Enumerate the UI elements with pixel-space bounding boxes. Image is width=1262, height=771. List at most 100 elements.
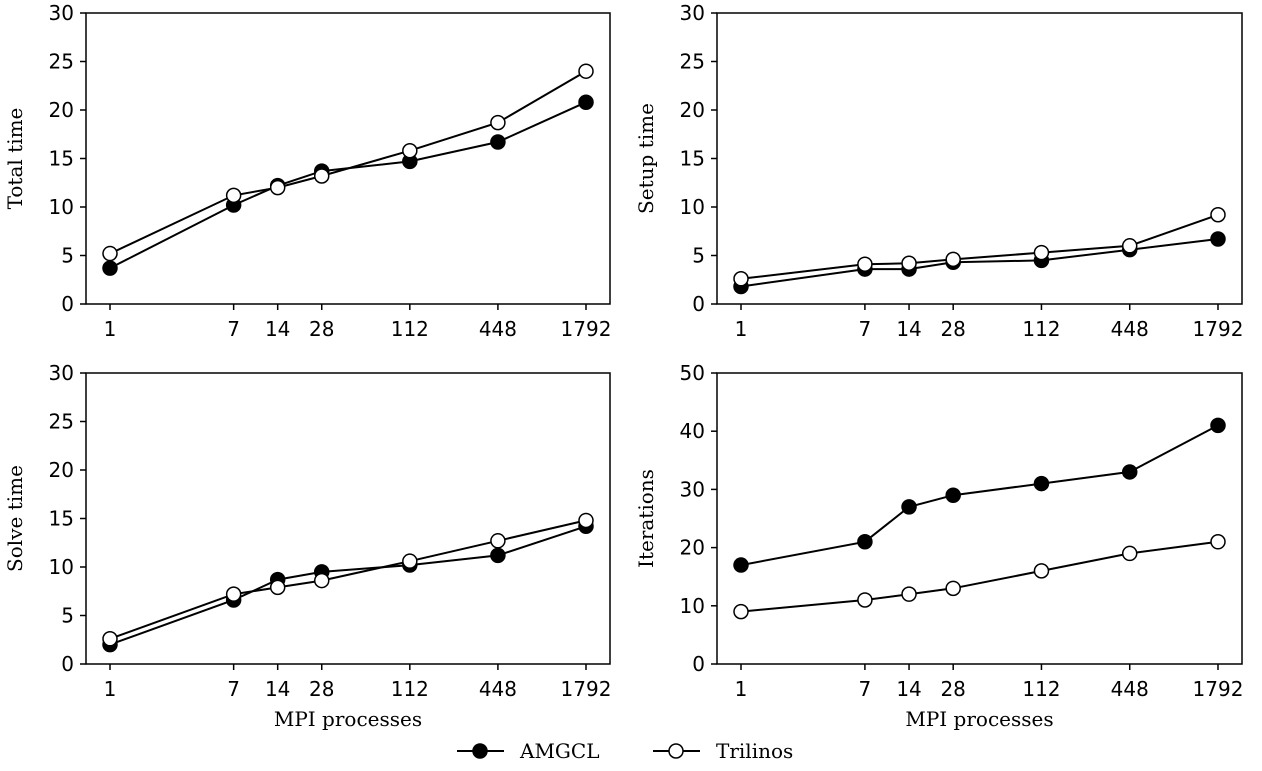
y-tick-label: 20 xyxy=(49,98,74,122)
x-tick-label: 28 xyxy=(309,317,334,341)
data-point-trilinos xyxy=(102,631,118,647)
data-point-amgcl xyxy=(102,260,118,276)
series-line-amgcl xyxy=(109,101,587,269)
data-point-trilinos xyxy=(1210,534,1226,550)
data-point-trilinos xyxy=(225,586,242,602)
data-point-trilinos xyxy=(901,586,917,602)
plot-frame xyxy=(716,12,1243,305)
y-tick-label: 25 xyxy=(49,410,74,434)
x-tick-label: 7 xyxy=(859,317,872,341)
legend: AMGCL Trilinos xyxy=(457,739,793,763)
x-tick-label: 112 xyxy=(1022,317,1060,341)
y-tick-label: 5 xyxy=(61,244,74,268)
y-tick-label: 5 xyxy=(61,604,74,628)
y-tick-label: 30 xyxy=(680,477,705,501)
y-tick-label: 5 xyxy=(692,244,705,268)
x-tick-label: 7 xyxy=(227,317,240,341)
data-point-trilinos xyxy=(490,114,506,131)
series-line-amgcl xyxy=(740,424,1219,567)
y-tick-label: 30 xyxy=(49,361,74,385)
legend-amgcl-label: AMGCL xyxy=(519,739,599,763)
data-point-trilinos xyxy=(1121,238,1138,254)
data-point-trilinos xyxy=(1121,545,1138,562)
x-tick-label: 14 xyxy=(265,317,290,341)
y-tick-label: 50 xyxy=(680,361,705,385)
data-point-amgcl xyxy=(733,557,749,573)
x-tick-label: 1792 xyxy=(561,317,612,341)
x-axis-title: MPI processes xyxy=(905,707,1053,731)
data-point-trilinos xyxy=(313,168,330,184)
chart-panel-2: 0 5 10 15 20 25 30 1 7 14 28 112 448 1792 Setup time xyxy=(634,1,1243,341)
y-tick-label: 0 xyxy=(61,292,74,316)
chart-panel-1: 0 5 10 15 20 25 30 1 7 14 28 112 448 1792 Total time xyxy=(3,1,611,341)
data-point-amgcl xyxy=(578,94,594,110)
y-tick-label: 30 xyxy=(680,1,705,25)
x-tick-label: 448 xyxy=(1111,317,1149,341)
data-point-trilinos xyxy=(1033,244,1050,261)
data-point-trilinos xyxy=(733,603,749,620)
data-point-trilinos xyxy=(857,256,873,272)
data-point-trilinos xyxy=(490,533,506,549)
data-point-trilinos xyxy=(402,553,418,569)
chart-panel-3: 0 5 10 15 20 25 30 1 7 14 28 112 448 1792 Solve time MP… xyxy=(3,361,611,731)
series-line-amgcl xyxy=(109,525,587,646)
series-line-trilinos xyxy=(109,519,587,640)
series-line-amgcl xyxy=(740,238,1219,288)
x-axis-title: MPI processes xyxy=(274,707,422,731)
legend-trilinos-label: Trilinos xyxy=(716,739,793,763)
data-point-trilinos xyxy=(945,580,961,597)
x-tick-label: 448 xyxy=(1111,677,1149,701)
x-tick-label: 1 xyxy=(735,677,748,701)
x-tick-label: 1792 xyxy=(1193,317,1244,341)
y-tick-label: 20 xyxy=(680,536,705,560)
y-tick-label: 0 xyxy=(61,652,74,676)
y-tick-label: 15 xyxy=(680,147,705,171)
data-point-trilinos xyxy=(733,271,749,287)
data-point-amgcl xyxy=(857,534,873,550)
data-point-trilinos xyxy=(945,251,961,268)
x-tick-label: 448 xyxy=(479,677,517,701)
x-tick-label: 14 xyxy=(265,677,290,701)
y-tick-label: 40 xyxy=(680,419,705,443)
x-tick-label: 28 xyxy=(940,317,965,341)
y-tick-label: 0 xyxy=(692,652,705,676)
data-point-amgcl xyxy=(490,134,506,150)
y-axis-title: Setup time xyxy=(634,103,658,214)
series-line-trilinos xyxy=(109,70,587,255)
x-tick-label: 112 xyxy=(391,677,429,701)
y-tick-label: 10 xyxy=(49,195,74,219)
y-tick-label: 10 xyxy=(680,594,705,618)
x-tick-label: 1 xyxy=(104,677,117,701)
y-tick-label: 0 xyxy=(692,292,705,316)
y-tick-label: 15 xyxy=(49,147,74,171)
legend-trilinos-marker xyxy=(668,743,684,759)
chart-panel-4: 0 10 20 30 40 50 1 7 14 28 112 448 1792 Iterations MPI… xyxy=(634,361,1243,731)
x-tick-label: 28 xyxy=(309,677,334,701)
y-tick-label: 15 xyxy=(49,507,74,531)
data-point-amgcl xyxy=(1210,417,1226,434)
y-tick-label: 25 xyxy=(49,50,74,74)
x-tick-label: 28 xyxy=(940,677,965,701)
data-point-amgcl xyxy=(945,487,961,503)
x-tick-label: 112 xyxy=(1022,677,1060,701)
y-axis-title: Solve time xyxy=(3,465,27,572)
y-tick-label: 20 xyxy=(680,98,705,122)
data-point-trilinos xyxy=(578,63,594,79)
data-point-trilinos xyxy=(901,255,917,272)
data-point-trilinos xyxy=(269,579,286,596)
y-axis-title: Iterations xyxy=(634,469,658,568)
x-tick-label: 14 xyxy=(896,677,921,701)
x-tick-label: 1792 xyxy=(1193,677,1244,701)
data-point-amgcl xyxy=(1121,464,1138,480)
x-tick-label: 14 xyxy=(896,317,921,341)
x-tick-label: 448 xyxy=(479,317,517,341)
y-axis-title: Total time xyxy=(3,108,27,210)
plot-frame xyxy=(85,12,611,305)
data-point-amgcl xyxy=(901,499,917,515)
plot-frame xyxy=(716,372,1243,665)
data-point-trilinos xyxy=(1033,563,1050,579)
data-point-trilinos xyxy=(313,572,330,589)
y-tick-label: 20 xyxy=(49,458,74,482)
data-point-amgcl xyxy=(490,547,506,564)
